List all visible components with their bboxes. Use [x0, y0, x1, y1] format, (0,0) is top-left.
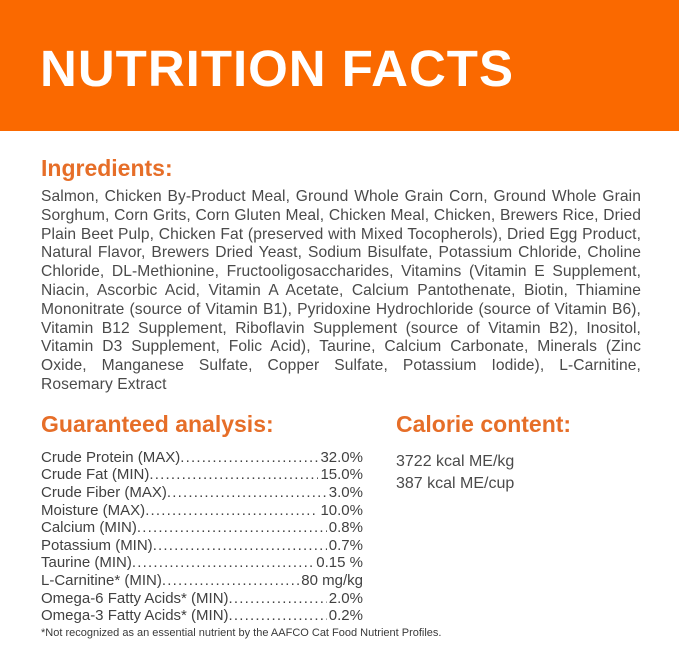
analysis-label: L-Carnitine* (MIN) [41, 571, 162, 589]
analysis-value: 0.15 % [316, 554, 363, 572]
analysis-value: 3.0% [328, 483, 363, 501]
analysis-label: Crude Fat (MIN) [41, 466, 150, 484]
analysis-label: Taurine (MIN) [41, 554, 132, 572]
leader-dots [229, 607, 327, 625]
banner: NUTRITION FACTS [0, 0, 679, 131]
calorie-line-cup: 387 kcal ME/cup [396, 474, 515, 492]
leader-dots [162, 572, 299, 590]
content: Ingredients: Salmon, Chicken By-Product … [0, 155, 679, 625]
analysis-label: Crude Protein (MAX) [41, 448, 181, 466]
analysis-value: 10.0% [320, 501, 363, 519]
analysis-value: 2.0% [328, 589, 363, 607]
leader-dots [145, 502, 318, 520]
guaranteed-analysis-section: Guaranteed analysis: Crude Protein (MAX)… [41, 411, 363, 625]
banner-title: NUTRITION FACTS [40, 40, 514, 97]
leader-dots [153, 537, 327, 555]
analysis-row: Crude Protein (MAX) 32.0% [41, 449, 363, 467]
calorie-content-heading: Calorie content: [396, 410, 572, 437]
analysis-row: L-Carnitine* (MIN) 80 mg/kg [41, 572, 363, 590]
calorie-lines: 3722 kcal ME/kg 387 kcal ME/cup [396, 451, 571, 495]
analysis-label: Crude Fiber (MAX) [41, 483, 167, 501]
leader-dots [137, 519, 327, 537]
analysis-value: 80 mg/kg [301, 571, 363, 589]
analysis-label: Potassium (MIN) [41, 536, 153, 554]
analysis-value: 0.7% [328, 536, 363, 554]
analysis-row: Taurine (MIN) 0.15 % [41, 554, 363, 572]
ingredients-text: Salmon, Chicken By-Product Meal, Ground … [41, 188, 641, 393]
analysis-value: 32.0% [320, 448, 363, 466]
analysis-label: Omega-3 Fatty Acids* (MIN) [41, 607, 229, 625]
analysis-label: Calcium (MIN) [41, 519, 137, 537]
leader-dots [132, 554, 314, 572]
guaranteed-analysis-heading: Guaranteed analysis: [41, 410, 274, 437]
analysis-value: 0.2% [328, 607, 363, 625]
analysis-row: Moisture (MAX) 10.0% [41, 502, 363, 520]
guaranteed-analysis-table: Crude Protein (MAX) 32.0% Crude Fat (MIN)… [41, 449, 363, 625]
leader-dots [180, 449, 318, 467]
ingredients-section: Ingredients: Salmon, Chicken By-Product … [41, 155, 641, 395]
analysis-value: 0.8% [328, 519, 363, 537]
ingredients-heading: Ingredients: [41, 155, 173, 181]
leader-dots [149, 466, 318, 484]
analysis-row: Omega-6 Fatty Acids* (MIN) 2.0% [41, 590, 363, 608]
calorie-line-kg: 3722 kcal ME/kg [396, 452, 515, 470]
leader-dots [229, 590, 327, 608]
analysis-value: 15.0% [320, 466, 363, 484]
analysis-row: Calcium (MIN) 0.8% [41, 519, 363, 537]
footnote: *Not recognized as an essential nutrient… [41, 627, 442, 639]
analysis-calorie-columns: Guaranteed analysis: Crude Protein (MAX)… [41, 411, 641, 625]
analysis-row: Potassium (MIN) 0.7% [41, 537, 363, 555]
analysis-label: Omega-6 Fatty Acids* (MIN) [41, 589, 229, 607]
analysis-row: Crude Fat (MIN) 15.0% [41, 466, 363, 484]
analysis-label: Moisture (MAX) [41, 501, 146, 519]
calorie-content-section: Calorie content: 3722 kcal ME/kg 387 kca… [396, 411, 571, 625]
analysis-row: Crude Fiber (MAX) 3.0% [41, 484, 363, 502]
leader-dots [167, 484, 327, 502]
analysis-row: Omega-3 Fatty Acids* (MIN) 0.2% [41, 607, 363, 625]
